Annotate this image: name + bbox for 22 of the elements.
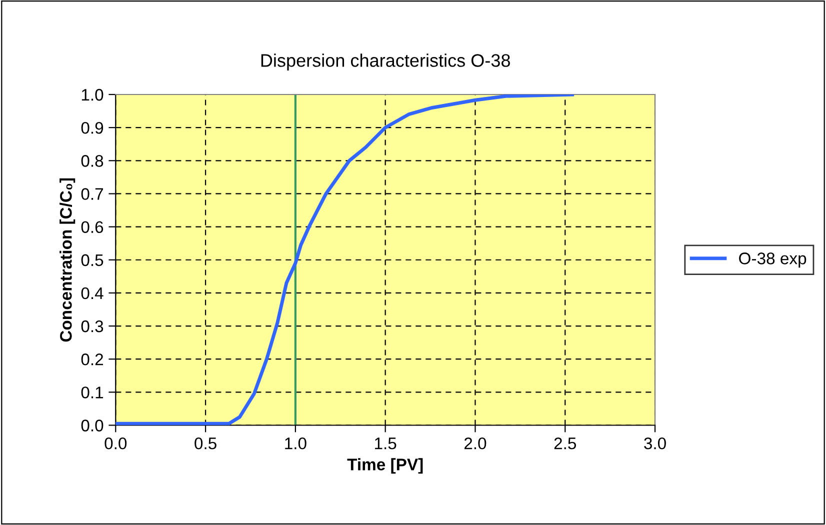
y-tick-label: 0.5 [81, 254, 104, 266]
x-tick-label: 3.0 [644, 437, 666, 450]
x-tick-label: 2.5 [554, 437, 576, 450]
x-axis-title: Time [PV] [347, 458, 423, 474]
legend-label: O-38 exp [739, 252, 806, 268]
x-tick-label: 1.0 [285, 437, 306, 450]
y-tick-label: 0.6 [81, 221, 104, 234]
y-tick-label: 0.3 [81, 320, 104, 332]
chart-title: Dispersion characteristics O-38 [261, 54, 510, 70]
y-tick-label: 0.1 [81, 386, 104, 398]
y-tick-label: 0.2 [81, 354, 103, 366]
x-tick-label: 0.5 [194, 437, 216, 450]
x-tick-label: 0.0 [104, 437, 127, 450]
y-tick-label: 0.9 [81, 122, 104, 134]
y-axis-title: Concentration [C/C₀] [60, 178, 76, 342]
y-tick-label: 1.0 [82, 88, 104, 101]
y-tick-label: 0.0 [81, 420, 104, 432]
x-tick-label: 2.0 [464, 437, 486, 450]
y-tick-label: 0.4 [81, 287, 104, 300]
y-tick-label: 0.8 [81, 155, 104, 167]
y-tick-label: 0.7 [81, 188, 103, 200]
x-tick-label: 1.5 [375, 438, 396, 450]
